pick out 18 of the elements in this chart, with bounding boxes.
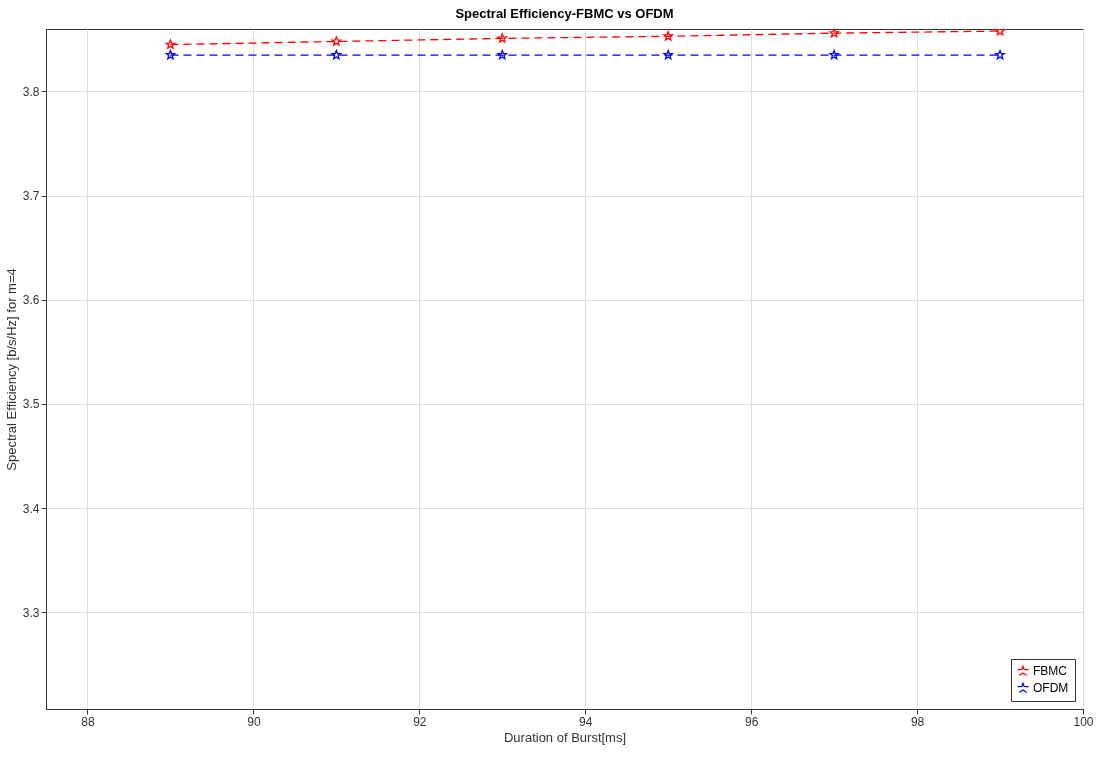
y-tick-label: 3.6	[22, 293, 40, 308]
legend-label: FBMC	[1033, 664, 1068, 678]
x-tick-label: 90	[247, 714, 261, 729]
x-tick-label: 100	[1073, 714, 1094, 729]
x-axis-title: Duration of Burst[ms]	[503, 729, 627, 745]
y-tick-label: 3.7	[22, 189, 40, 204]
x-tick-label: 88	[81, 714, 95, 729]
x-tick-label: 98	[910, 714, 925, 729]
legend-label: OFDM	[1033, 681, 1069, 695]
y-tick-label: 3.4	[22, 501, 40, 516]
y-axis-title: Spectral Efficiency [b/s/Hz] for m=4	[3, 268, 19, 471]
y-tick-label: 3.5	[22, 397, 40, 412]
chart-title: Spectral Efficiency-FBMC vs OFDM	[455, 6, 674, 21]
x-tick-label: 94	[579, 714, 593, 729]
y-tick-label: 3.8	[22, 84, 40, 99]
x-tick-label: 96	[744, 714, 759, 729]
y-tick-label: 3.3	[22, 605, 40, 620]
x-tick-label: 92	[413, 714, 427, 729]
